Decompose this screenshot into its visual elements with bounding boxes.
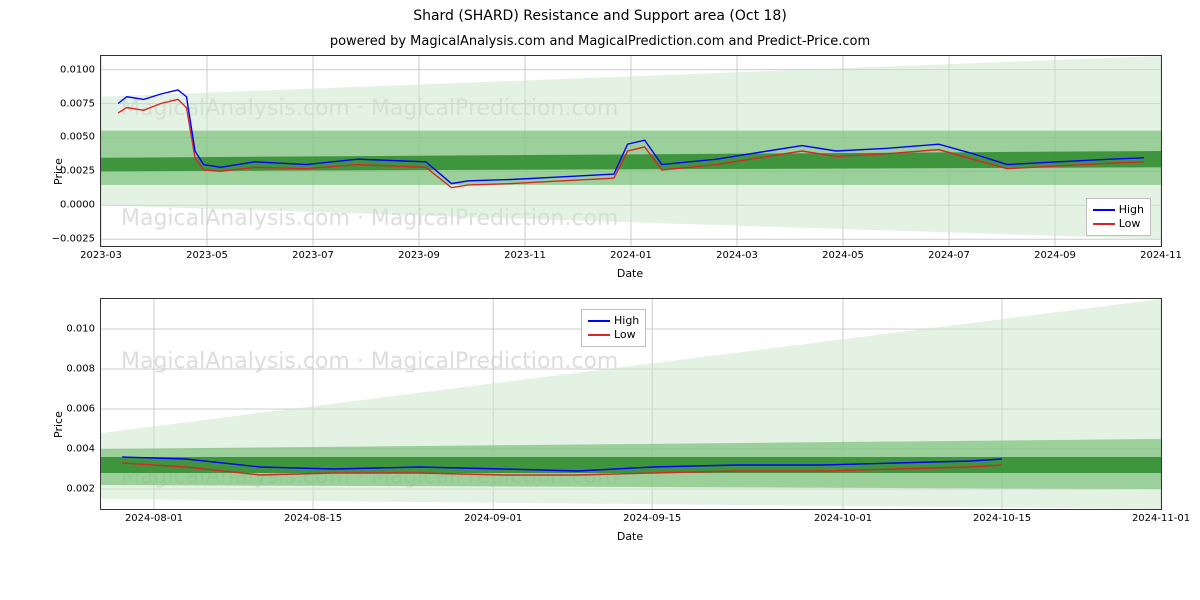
ytick-label: 0.004	[35, 444, 101, 455]
legend-item-low: Low	[588, 328, 639, 342]
legend-item-low: Low	[1093, 217, 1144, 231]
bottom-chart-xlabel: Date	[100, 528, 1160, 543]
xtick-label: 2024-05	[803, 246, 883, 261]
chart-subtitle: powered by MagicalAnalysis.com and Magic…	[0, 24, 1200, 55]
ytick-label: 0.008	[35, 364, 101, 375]
ytick-label: 0.0025	[35, 166, 101, 177]
bottom-chart: MagicalAnalysis.com · MagicalPrediction.…	[100, 298, 1162, 510]
top-chart-svg	[101, 56, 1161, 246]
legend-label-high: High	[1119, 203, 1144, 217]
legend-box: High Low	[581, 309, 646, 347]
bottom-chart-wrap: Price MagicalAnalysis.com · MagicalPredi…	[100, 298, 1160, 543]
xtick-label: 2024-03	[697, 246, 777, 261]
xtick-label: 2024-09	[1015, 246, 1095, 261]
ytick-label: 0.002	[35, 484, 101, 495]
xtick-label: 2024-11	[1121, 246, 1200, 261]
ytick-label: 0.0075	[35, 98, 101, 109]
xtick-label: 2023-03	[61, 246, 141, 261]
legend-item-high: High	[588, 314, 639, 328]
legend-swatch-low	[1093, 223, 1115, 225]
xtick-label: 2023-05	[167, 246, 247, 261]
top-chart-xlabel: Date	[100, 265, 1160, 280]
xtick-label: 2023-09	[379, 246, 459, 261]
top-chart-wrap: Price MagicalAnalysis.com · MagicalPredi…	[100, 55, 1160, 280]
bottom-chart-ylabel: Price	[52, 411, 65, 438]
ytick-label: 0.0100	[35, 64, 101, 75]
xtick-label: 2024-09-15	[612, 509, 692, 524]
xtick-label: 2024-09-01	[453, 509, 533, 524]
legend-swatch-high	[588, 320, 610, 322]
xtick-label: 2023-07	[273, 246, 353, 261]
xtick-label: 2024-08-01	[114, 509, 194, 524]
legend-label-low: Low	[614, 328, 636, 342]
ytick-label: 0.0000	[35, 200, 101, 211]
ytick-label: −0.0025	[35, 234, 101, 245]
legend-swatch-high	[1093, 209, 1115, 211]
xtick-label: 2024-08-15	[273, 509, 353, 524]
legend-item-high: High	[1093, 203, 1144, 217]
ytick-label: 0.006	[35, 404, 101, 415]
xtick-label: 2024-10-01	[803, 509, 883, 524]
ytick-label: 0.0050	[35, 132, 101, 143]
legend-label-high: High	[614, 314, 639, 328]
xtick-label: 2023-11	[485, 246, 565, 261]
legend-box: High Low	[1086, 198, 1151, 236]
xtick-label: 2024-01	[591, 246, 671, 261]
legend-label-low: Low	[1119, 217, 1141, 231]
xtick-label: 2024-07	[909, 246, 989, 261]
ytick-label: 0.010	[35, 324, 101, 335]
xtick-label: 2024-11-01	[1121, 509, 1200, 524]
chart-title: Shard (SHARD) Resistance and Support are…	[0, 0, 1200, 24]
legend-swatch-low	[588, 334, 610, 336]
top-chart: MagicalAnalysis.com · MagicalPrediction.…	[100, 55, 1162, 247]
xtick-label: 2024-10-15	[962, 509, 1042, 524]
